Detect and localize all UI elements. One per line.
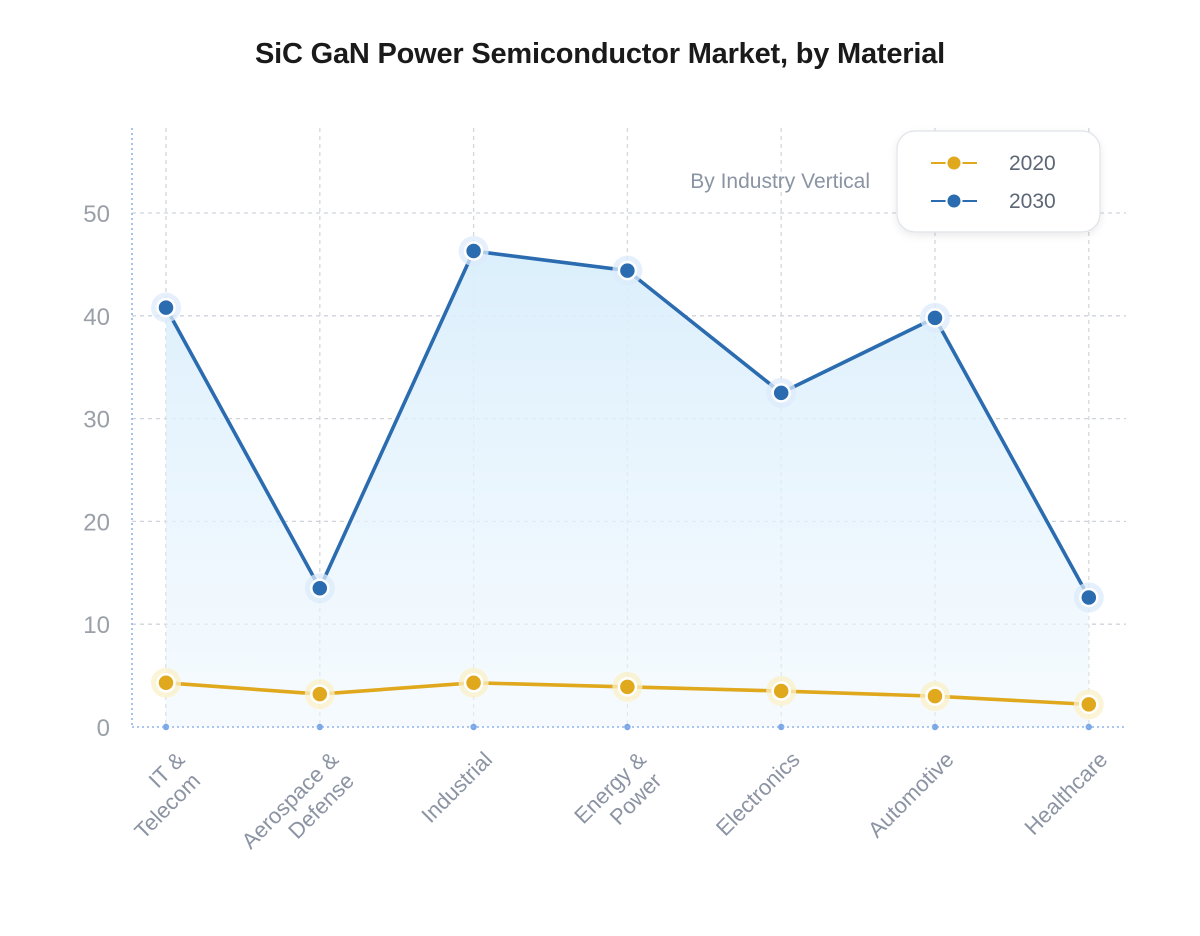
x-tick-label: IT &Telecom bbox=[111, 747, 208, 844]
data-point-2030-0 bbox=[156, 297, 176, 318]
x-tick-text: Aerospace &Defense bbox=[237, 747, 362, 872]
data-point-2030-1 bbox=[310, 578, 330, 598]
area-layer bbox=[166, 251, 1089, 727]
data-point-2020-2 bbox=[463, 673, 484, 693]
x-tick-text: Industrial bbox=[416, 747, 497, 828]
data-point-2030-5 bbox=[925, 308, 945, 328]
legend-swatch-marker bbox=[945, 154, 963, 172]
y-tick-label: 30 bbox=[83, 407, 110, 434]
legend-box bbox=[896, 130, 1101, 233]
data-point-2020-6 bbox=[1079, 694, 1099, 715]
x-tick-label: Electronics bbox=[711, 747, 805, 841]
y-tick-label: 40 bbox=[83, 304, 110, 331]
x-tick-label: Automotive bbox=[863, 747, 959, 843]
data-point-2020-4 bbox=[771, 681, 791, 701]
legend: 2020 2030 bbox=[896, 130, 1101, 233]
chart-subtitle: By Industry Vertical bbox=[690, 170, 870, 193]
x-tick-dot bbox=[931, 723, 939, 731]
x-tick-label: Healthcare bbox=[1019, 747, 1112, 840]
series-layer bbox=[151, 236, 1104, 720]
x-tick-label: Energy &Power bbox=[569, 747, 669, 847]
data-point-2020-0 bbox=[156, 673, 176, 693]
x-tick-text: Healthcare bbox=[1019, 747, 1112, 840]
series-area-2030 bbox=[166, 251, 1089, 727]
y-tick-label: 50 bbox=[83, 201, 110, 228]
x-tick-text: IT &Telecom bbox=[111, 747, 208, 844]
data-point-2030-2 bbox=[463, 241, 484, 261]
x-tick-dot bbox=[162, 723, 170, 731]
data-point-2020-5 bbox=[925, 686, 945, 706]
x-tick-label: Aerospace &Defense bbox=[237, 747, 362, 872]
legend-label-2020: 2020 bbox=[1009, 152, 1056, 175]
axes bbox=[131, 128, 1126, 731]
data-point-2020-1 bbox=[310, 684, 330, 704]
y-tick-label: 20 bbox=[83, 509, 110, 536]
x-tick-text: Automotive bbox=[863, 747, 959, 843]
x-tick-label: Industrial bbox=[416, 747, 497, 828]
data-point-2030-4 bbox=[771, 383, 791, 403]
chart-title: SiC GaN Power Semiconductor Market, by M… bbox=[254, 38, 945, 70]
x-tick-dot bbox=[316, 723, 323, 731]
data-point-2030-3 bbox=[617, 260, 638, 281]
x-tick-text: Energy &Power bbox=[569, 747, 669, 847]
legend-swatch-marker bbox=[945, 192, 963, 210]
y-tick-label: 10 bbox=[83, 612, 110, 639]
data-point-2030-6 bbox=[1079, 587, 1099, 608]
y-tick-label: 0 bbox=[97, 715, 110, 742]
x-tick-text: Electronics bbox=[711, 747, 805, 841]
data-point-2020-3 bbox=[617, 677, 638, 697]
legend-label-2030: 2030 bbox=[1009, 190, 1056, 213]
x-tick-dot bbox=[778, 723, 785, 731]
